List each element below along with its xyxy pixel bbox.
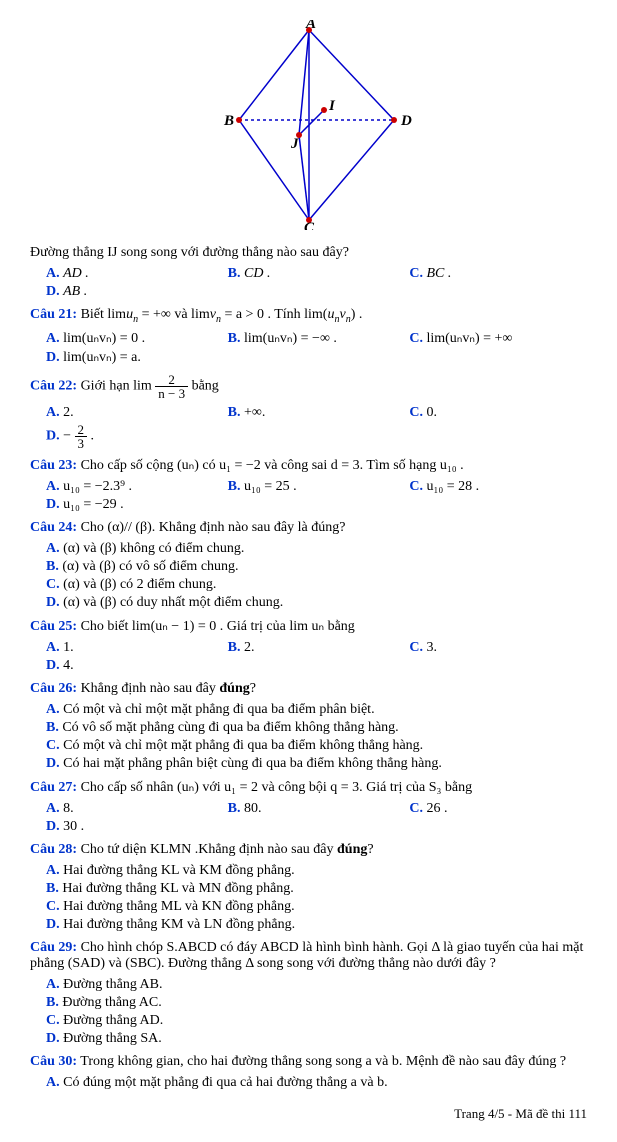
intro-opt-a: A. AD . [42, 265, 224, 283]
label-A: A [305, 20, 316, 32]
q24-opt-c: C. (α) và (β) có 2 điểm chung. [42, 576, 587, 594]
q29-opt-d: D. Đường thẳng SA. [42, 1030, 587, 1048]
q27-opt-b: B. 80. [224, 800, 406, 818]
label-J: J [290, 136, 299, 152]
q27-opt-a: A. 8. [42, 800, 224, 818]
q26-opt-d: D. Có hai mặt phẳng phân biệt cùng đi qu… [42, 755, 587, 773]
q28-opt-b: B. Hai đường thẳng KL và MN đồng phẳng. [42, 880, 587, 898]
label-C: C [304, 220, 315, 230]
intro-opt-d: D. AB . [42, 283, 587, 301]
q22: Câu 22: Giới hạn lim 2n − 3 bằng [30, 373, 587, 400]
q28-opt-a: A. Hai đường thẳng KL và KM đồng phẳng. [42, 862, 587, 880]
q29-opt-a: A. Đường thẳng AB. [42, 976, 587, 994]
q22-opt-b: B. +∞. [224, 404, 406, 422]
q21: Câu 21: Biết limun = +∞ và limvn = a > 0… [30, 307, 587, 325]
q30: Câu 30: Trong không gian, cho hai đường … [30, 1054, 587, 1070]
q25-opt-c: C. 3. [405, 639, 587, 657]
q21-opt-a: A. lim(uₙvₙ) = 0 . [42, 329, 224, 348]
q28-opt-c: C. Hai đường thẳng ML và KN đồng phẳng. [42, 898, 587, 916]
q29-opt-b: B. Đường thẳng AC. [42, 994, 587, 1012]
q22-opt-a: A. 2. [42, 404, 224, 422]
q21-opt-c: C. lim(uₙvₙ) = +∞ [405, 329, 587, 348]
q28-opt-d: D. Hai đường thẳng KM và LN đồng phẳng. [42, 916, 587, 934]
q21-opt-b: B. lim(uₙvₙ) = −∞ . [224, 329, 406, 348]
q29-opt-c: C. Đường thẳng AD. [42, 1012, 587, 1030]
label-B: B [223, 113, 234, 129]
q28: Câu 28: Cho tứ diện KLMN .Khẳng định nào… [30, 842, 587, 858]
q24-opt-b: B. (α) và (β) có vô số điểm chung. [42, 558, 587, 576]
q23: Câu 23: Cho cấp số cộng (uₙ) có u₁ = −2 … [30, 457, 587, 474]
q26-opt-c: C. Có một và chỉ một mặt phẳng đi qua ba… [42, 737, 587, 755]
q22-opt-d: D. − 23 . [42, 422, 587, 451]
q27-opt-c: C. 26 . [405, 800, 587, 818]
q22-opt-c: C. 0. [405, 404, 587, 422]
q24-opt-a: A. (α) và (β) không có điểm chung. [42, 540, 587, 558]
label-I: I [328, 98, 336, 114]
intro-question: Đường thẳng IJ song song với đường thẳng… [30, 245, 587, 261]
q24-opt-d: D. (α) và (β) có duy nhất một điểm chung… [42, 594, 587, 612]
q30-opt-a: A. Có đúng một mặt phẳng đi qua cả hai đ… [42, 1074, 587, 1092]
q27: Câu 27: Cho cấp số nhân (uₙ) với u₁ = 2 … [30, 779, 587, 796]
q27-opt-d: D. 30 . [42, 818, 587, 836]
intro-opt-c: C. BC . [405, 265, 587, 283]
q26: Câu 26: Khẳng định nào sau đây đúng? [30, 681, 587, 697]
q29: Câu 29: Cho hình chóp S.ABCD có đáy ABCD… [30, 940, 587, 972]
q25-opt-b: B. 2. [224, 639, 406, 657]
q24: Câu 24: Cho (α)// (β). Khẳng định nào sa… [30, 520, 587, 536]
q23-opt-d: D. u₁₀ = −29 . [42, 496, 587, 514]
q25: Câu 25: Cho biết lim(uₙ − 1) = 0 . Giá t… [30, 618, 587, 635]
q23-opt-a: A. u₁₀ = −2.3⁹ . [42, 478, 224, 496]
q26-opt-b: B. Có vô số mặt phẳng cùng đi qua ba điể… [42, 719, 587, 737]
q23-opt-b: B. u₁₀ = 25 . [224, 478, 406, 496]
tetrahedron-diagram: A B C D I J [30, 20, 587, 235]
intro-opt-b: B. CD . [224, 265, 406, 283]
q26-opt-a: A. Có một và chỉ một mặt phẳng đi qua ba… [42, 701, 587, 719]
q25-opt-d: D. 4. [42, 657, 587, 675]
q21-opt-d: D. lim(uₙvₙ) = a. [42, 348, 587, 367]
label-D: D [400, 113, 412, 129]
page-footer: Trang 4/5 - Mã đề thi 111 [30, 1106, 587, 1122]
q23-opt-c: C. u₁₀ = 28 . [405, 478, 587, 496]
q25-opt-a: A. 1. [42, 639, 224, 657]
